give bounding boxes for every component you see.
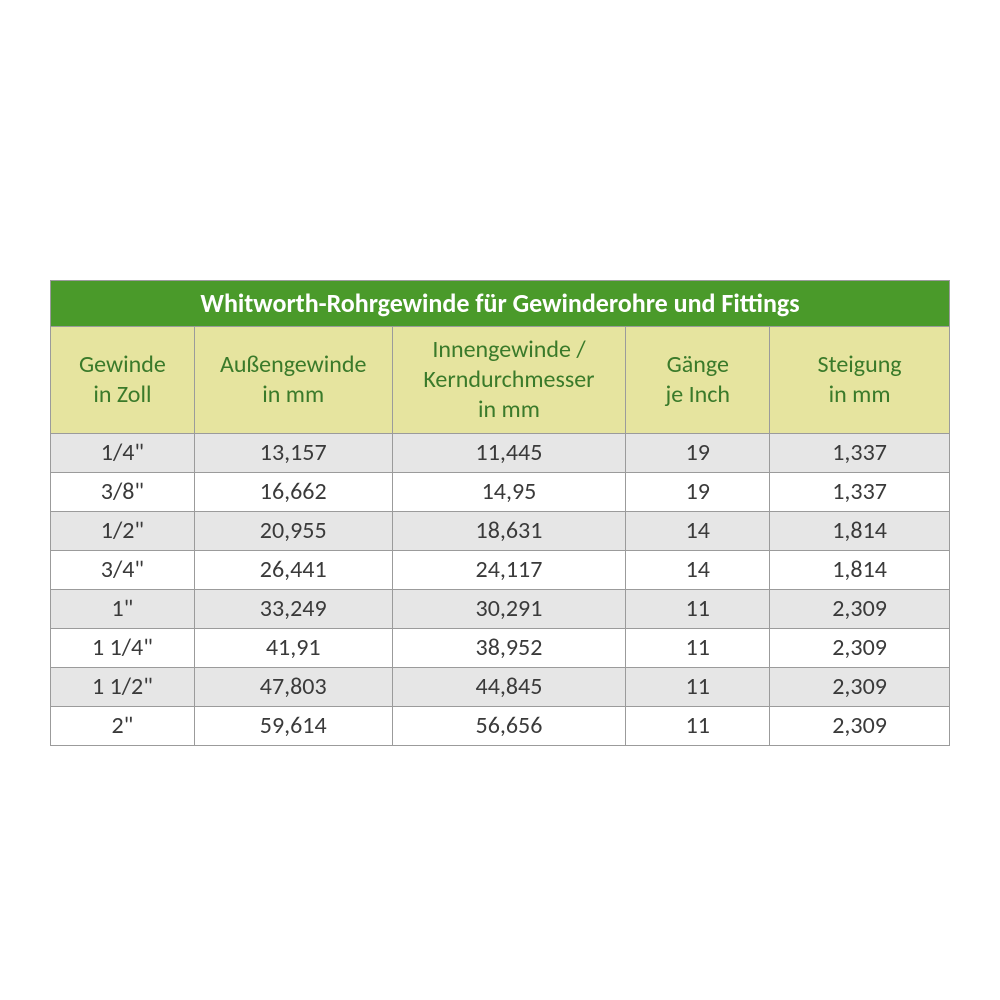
cell: 19 xyxy=(626,472,770,511)
table-container: Whitworth-Rohrgewinde für Gewinderohre u… xyxy=(50,280,950,746)
cell: 1,337 xyxy=(770,433,950,472)
cell: 3/8" xyxy=(51,472,195,511)
table-row: 1" 33,249 30,291 11 2,309 xyxy=(51,589,950,628)
col-header-gewinde: Gewindein Zoll xyxy=(51,326,195,433)
table-row: 1/2" 20,955 18,631 14 1,814 xyxy=(51,511,950,550)
cell: 11 xyxy=(626,589,770,628)
cell: 44,845 xyxy=(392,667,626,706)
col-header-aussen: Außengewindein mm xyxy=(194,326,392,433)
title-row: Whitworth-Rohrgewinde für Gewinderohre u… xyxy=(51,281,950,327)
cell: 14 xyxy=(626,511,770,550)
cell: 26,441 xyxy=(194,550,392,589)
table-row: 1/4" 13,157 11,445 19 1,337 xyxy=(51,433,950,472)
cell: 41,91 xyxy=(194,628,392,667)
cell: 3/4" xyxy=(51,550,195,589)
cell: 56,656 xyxy=(392,706,626,745)
table-row: 1 1/4" 41,91 38,952 11 2,309 xyxy=(51,628,950,667)
table-row: 3/4" 26,441 24,117 14 1,814 xyxy=(51,550,950,589)
cell: 1,814 xyxy=(770,550,950,589)
cell: 1,814 xyxy=(770,511,950,550)
cell: 1/2" xyxy=(51,511,195,550)
cell: 59,614 xyxy=(194,706,392,745)
cell: 33,249 xyxy=(194,589,392,628)
col-header-innen: Innengewinde /Kerndurchmesserin mm xyxy=(392,326,626,433)
cell: 2,309 xyxy=(770,628,950,667)
cell: 20,955 xyxy=(194,511,392,550)
cell: 24,117 xyxy=(392,550,626,589)
whitworth-table: Whitworth-Rohrgewinde für Gewinderohre u… xyxy=(50,280,950,746)
cell: 16,662 xyxy=(194,472,392,511)
cell: 14 xyxy=(626,550,770,589)
cell: 19 xyxy=(626,433,770,472)
table-row: 1 1/2" 47,803 44,845 11 2,309 xyxy=(51,667,950,706)
cell: 1/4" xyxy=(51,433,195,472)
cell: 2" xyxy=(51,706,195,745)
cell: 2,309 xyxy=(770,667,950,706)
table-row: 2" 59,614 56,656 11 2,309 xyxy=(51,706,950,745)
cell: 11 xyxy=(626,706,770,745)
col-header-steigung: Steigungin mm xyxy=(770,326,950,433)
table-title: Whitworth-Rohrgewinde für Gewinderohre u… xyxy=(51,281,950,327)
table-body: 1/4" 13,157 11,445 19 1,337 3/8" 16,662 … xyxy=(51,433,950,745)
cell: 30,291 xyxy=(392,589,626,628)
cell: 11,445 xyxy=(392,433,626,472)
cell: 1 1/4" xyxy=(51,628,195,667)
cell: 2,309 xyxy=(770,589,950,628)
table-row: 3/8" 16,662 14,95 19 1,337 xyxy=(51,472,950,511)
cell: 13,157 xyxy=(194,433,392,472)
cell: 11 xyxy=(626,667,770,706)
cell: 1" xyxy=(51,589,195,628)
cell: 1 1/2" xyxy=(51,667,195,706)
cell: 47,803 xyxy=(194,667,392,706)
cell: 14,95 xyxy=(392,472,626,511)
cell: 2,309 xyxy=(770,706,950,745)
cell: 11 xyxy=(626,628,770,667)
cell: 1,337 xyxy=(770,472,950,511)
header-row: Gewindein Zoll Außengewindein mm Innenge… xyxy=(51,326,950,433)
cell: 18,631 xyxy=(392,511,626,550)
col-header-gaenge: Gängeje Inch xyxy=(626,326,770,433)
cell: 38,952 xyxy=(392,628,626,667)
